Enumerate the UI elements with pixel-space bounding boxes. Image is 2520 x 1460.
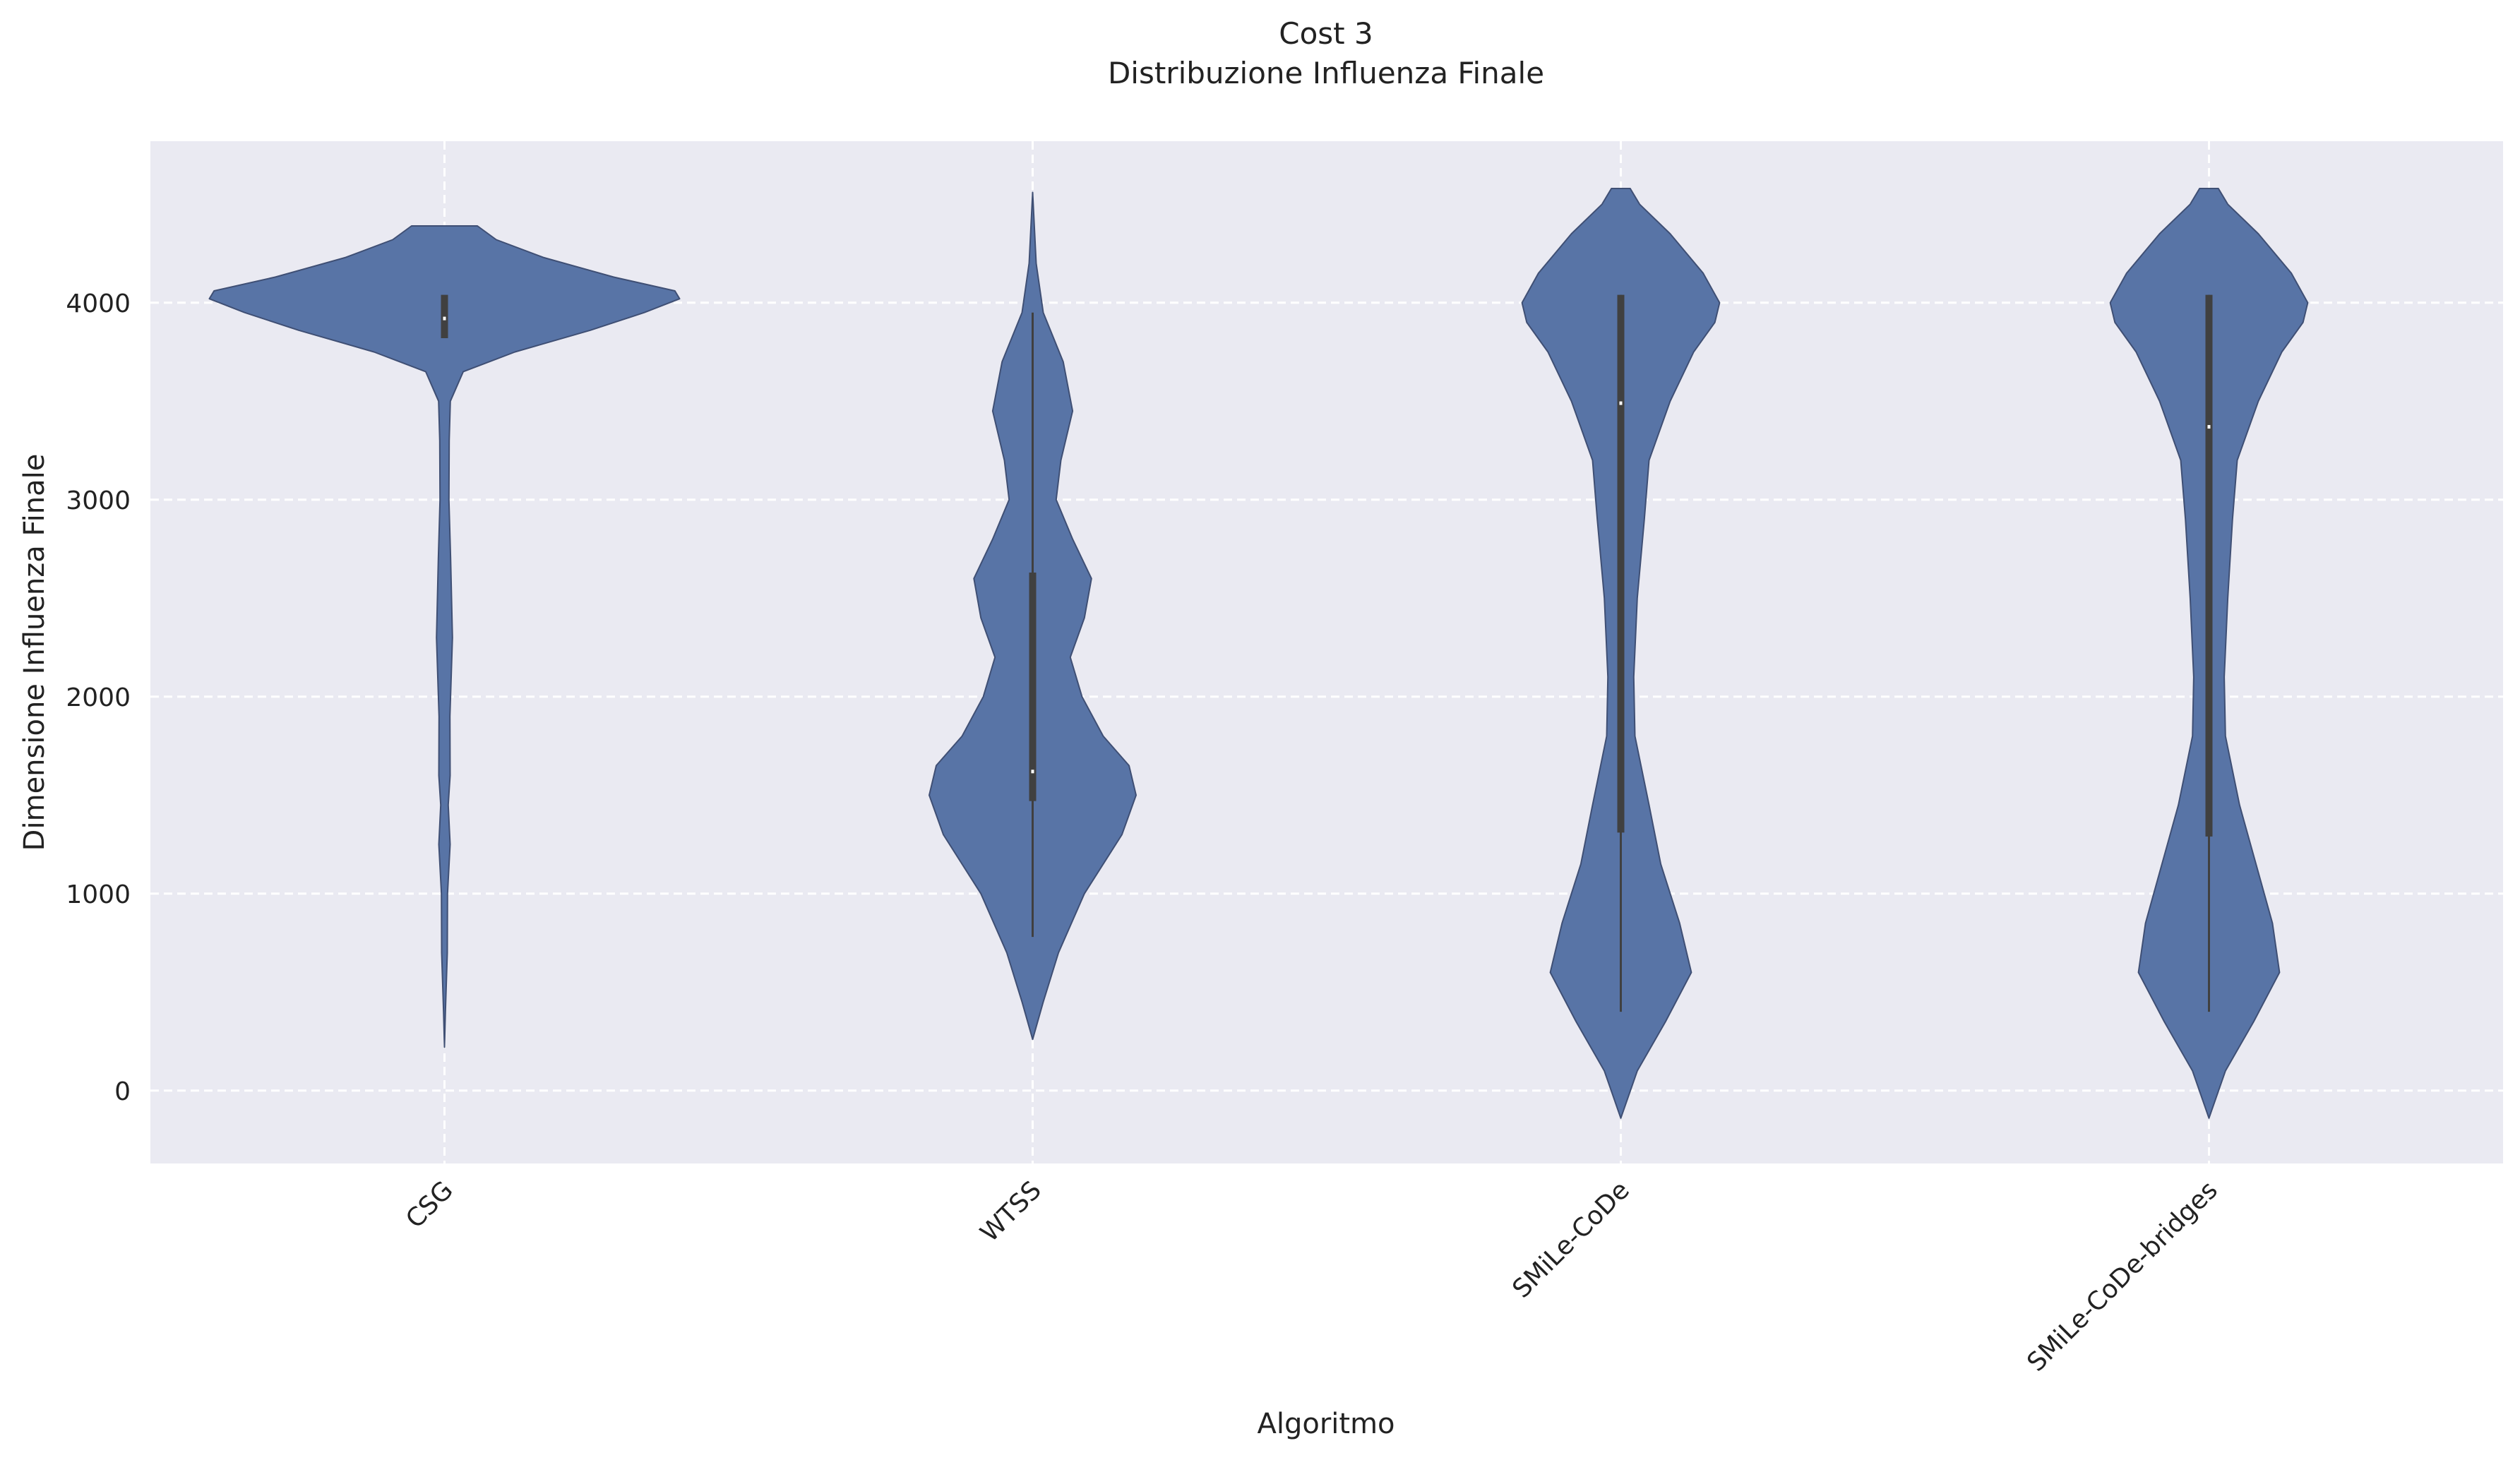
violin-body	[208, 225, 681, 1048]
x-axis-label: Algoritmo	[1257, 1408, 1395, 1440]
violin-layer	[208, 188, 2309, 1119]
y-tick-label: 3000	[66, 486, 131, 515]
y-axis-label: Dimensione Influenza Finale	[18, 454, 51, 851]
y-tick-label: 2000	[66, 683, 131, 712]
violin-iqr-box	[1029, 573, 1037, 801]
chart-title: Cost 3	[1279, 16, 1373, 51]
y-tick-label: 4000	[66, 289, 131, 318]
chart-subtitle: Distribuzione Influenza Finale	[1108, 56, 1544, 90]
y-tick-label: 1000	[66, 880, 131, 909]
violin-iqr-box	[2205, 294, 2213, 837]
violin-iqr-box	[1617, 294, 1625, 833]
y-tick-label: 0	[114, 1077, 131, 1106]
violin-iqr-box	[441, 294, 448, 338]
y-tick-layer: 0 1000 2000 3000 4000	[66, 289, 131, 1106]
